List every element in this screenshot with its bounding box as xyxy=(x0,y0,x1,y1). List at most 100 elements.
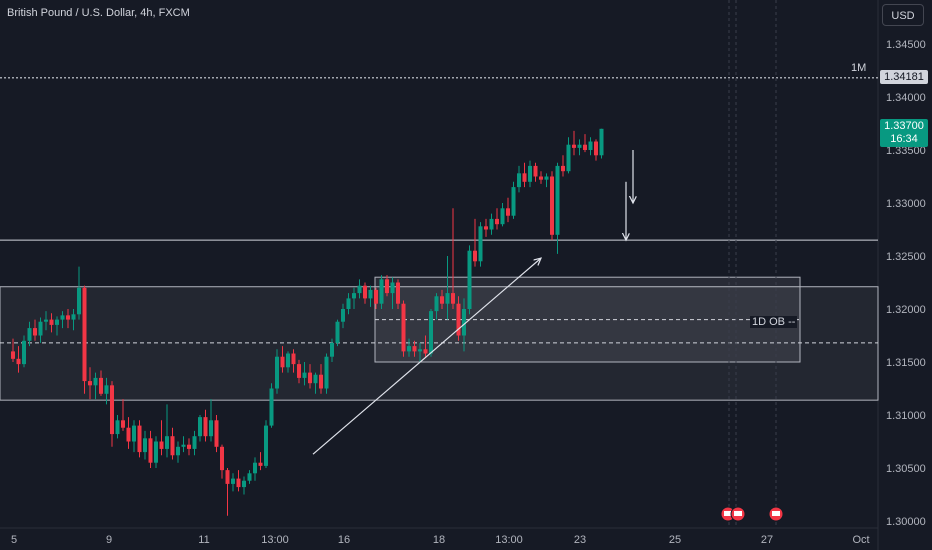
candle-body xyxy=(220,446,224,471)
candle-body xyxy=(533,165,538,177)
order-block-zone xyxy=(0,286,879,401)
candle-body xyxy=(522,173,527,182)
candle-body xyxy=(335,321,340,343)
y-tick-label: 1.30000 xyxy=(886,516,926,528)
alert-tag: 1M xyxy=(851,62,867,74)
candle-body xyxy=(55,319,59,325)
x-tick-label: 23 xyxy=(574,534,586,546)
y-tick-label: 1.32500 xyxy=(886,251,926,263)
candle-body xyxy=(132,425,136,442)
candle-body xyxy=(203,417,208,437)
candle-body xyxy=(577,144,582,148)
currency-button[interactable]: USD xyxy=(882,4,924,26)
y-tick-label: 1.34000 xyxy=(886,92,926,104)
candle-body xyxy=(341,309,345,322)
candle-body xyxy=(38,321,43,336)
candle-body xyxy=(506,208,510,216)
candle-body xyxy=(44,319,48,322)
candle-body xyxy=(313,374,318,384)
candle-body xyxy=(489,218,494,230)
candle-body xyxy=(154,441,158,463)
x-tick-label: 13:00 xyxy=(495,534,523,546)
trendline-arrow xyxy=(312,258,541,455)
x-tick-label: 25 xyxy=(669,534,681,546)
candle-body xyxy=(137,425,142,453)
candle-body xyxy=(539,176,543,180)
candle-body xyxy=(555,165,560,235)
y-tick-label: 1.31500 xyxy=(886,357,926,369)
economic-event-flag-icon xyxy=(772,511,780,516)
candle-body xyxy=(82,287,87,382)
y-tick-label: 1.31000 xyxy=(886,410,926,422)
candle-body xyxy=(33,328,37,336)
candle-body xyxy=(544,176,549,180)
candle-body xyxy=(236,478,241,488)
candle-body xyxy=(225,470,230,484)
candle-body xyxy=(231,478,235,484)
y-tick-label: 1.33500 xyxy=(886,145,926,157)
candle-body xyxy=(440,296,444,304)
candle-body xyxy=(192,436,197,449)
candle-body xyxy=(187,444,191,449)
candle-body xyxy=(121,420,125,428)
x-tick-label: 27 xyxy=(761,534,773,546)
x-tick-label: 9 xyxy=(106,534,112,546)
candle-body xyxy=(566,144,571,172)
candle-body xyxy=(374,289,378,304)
y-tick-label: 1.30500 xyxy=(886,463,926,475)
candle-body xyxy=(60,315,65,320)
candle-body xyxy=(588,141,593,150)
y-tick-label: 1.33000 xyxy=(886,198,926,210)
candle-body xyxy=(517,173,521,188)
candle-body xyxy=(456,303,461,336)
candle-body xyxy=(478,226,483,262)
candle-body xyxy=(352,293,356,299)
x-tick-label: 11 xyxy=(198,534,209,546)
candle-body xyxy=(423,349,428,354)
candle-body xyxy=(594,141,598,156)
x-tick-label: 5 xyxy=(11,534,17,546)
ob-label: 1D OB -- xyxy=(750,316,798,328)
candle-body xyxy=(302,372,307,378)
candle-body xyxy=(22,340,26,365)
economic-event-flag-icon xyxy=(734,511,742,516)
symbol-title: British Pound / U.S. Dollar, 4h, FXCM xyxy=(7,7,190,19)
candle-body xyxy=(104,385,109,394)
candle-body xyxy=(286,353,290,368)
x-tick-label: 18 xyxy=(433,534,445,546)
candle-body xyxy=(484,226,488,230)
candle-body xyxy=(451,293,455,304)
alert-price-label: 1.34181 xyxy=(880,70,928,84)
candle-body xyxy=(11,351,15,359)
economic-event-flag-icon xyxy=(724,511,732,516)
candle-body xyxy=(49,319,54,325)
candle-body xyxy=(319,374,323,389)
candle-body xyxy=(66,315,70,320)
candle-body xyxy=(390,282,395,294)
candle-body xyxy=(561,165,565,172)
y-tick-label: 1.34500 xyxy=(886,39,926,51)
candle-body xyxy=(148,438,153,463)
candle-body xyxy=(253,462,257,474)
candle-body xyxy=(368,289,373,299)
candle-body xyxy=(583,144,587,150)
candle-body xyxy=(429,311,433,354)
last-price-label: 1.33700 16:34 xyxy=(880,119,928,147)
candle-body xyxy=(462,309,466,336)
candle-body xyxy=(528,165,532,182)
candle-body xyxy=(126,427,131,442)
candle-body xyxy=(165,436,169,449)
candle-body xyxy=(291,353,296,365)
candle-body xyxy=(330,342,334,357)
candle-body xyxy=(170,436,175,456)
candle-body xyxy=(308,372,312,384)
candle-body xyxy=(434,296,439,312)
candle-body xyxy=(280,356,285,368)
x-tick-label: 16 xyxy=(338,534,350,546)
candle-body xyxy=(198,417,202,437)
candle-body xyxy=(346,298,351,309)
candle-body xyxy=(247,473,252,481)
candle-body xyxy=(363,285,367,299)
